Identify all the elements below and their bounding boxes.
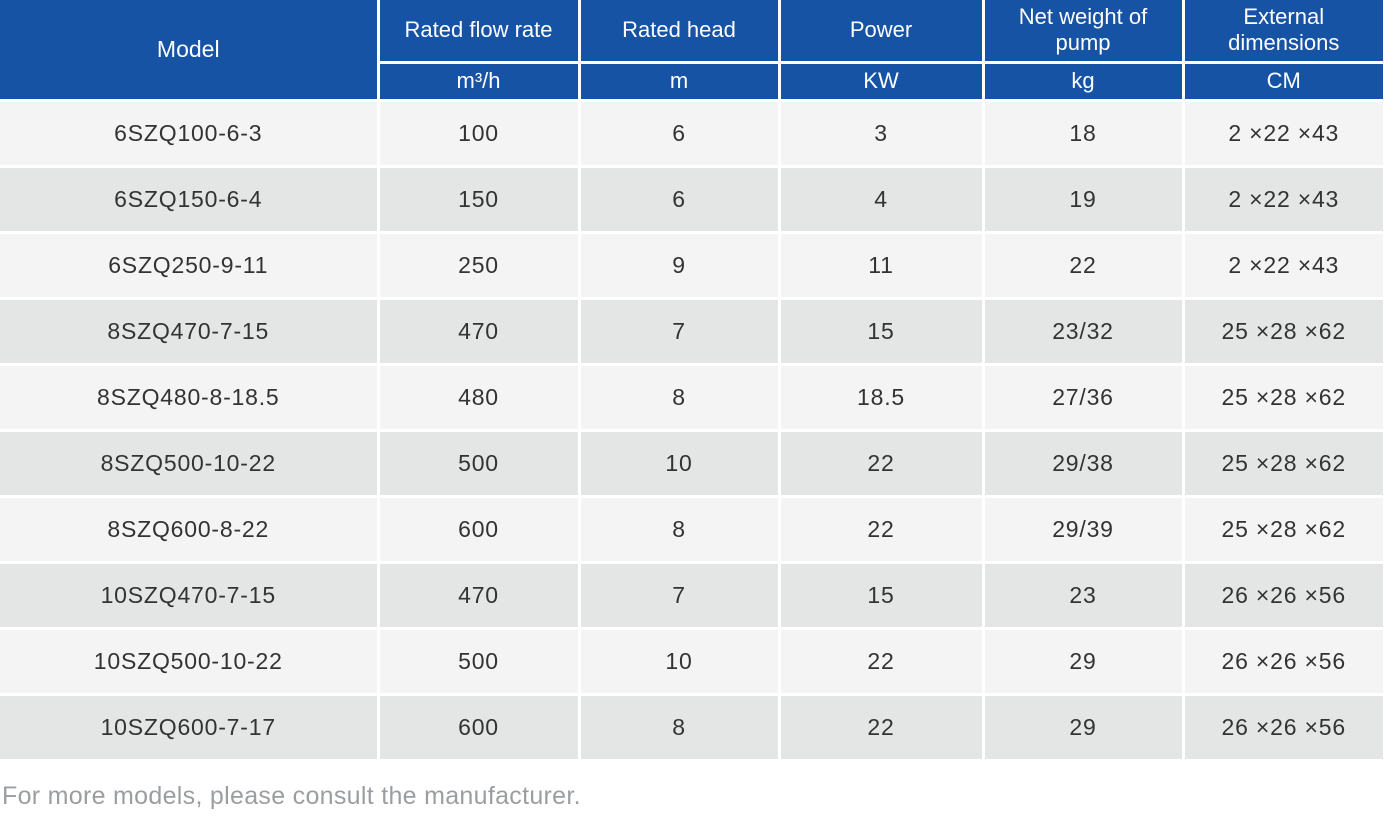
unit-external-dimensions: CM <box>1181 60 1383 102</box>
model-cell: 10SZQ600-7-17 <box>0 692 380 762</box>
value-cell: 23 <box>981 560 1185 630</box>
col-header-rated-flow-rate: Rated flow rate <box>376 0 581 64</box>
value-cell: 500 <box>376 626 581 696</box>
value-cell: 10 <box>577 626 781 696</box>
value-cell: 3 <box>777 100 985 168</box>
value-cell: 2 ×22 ×43 <box>1181 100 1383 168</box>
table-row: 10SZQ500-10-22 500 10 22 29 26 ×26 ×56 <box>0 626 1383 696</box>
value-cell: 8 <box>577 692 781 762</box>
value-cell: 22 <box>777 692 985 762</box>
model-cell: 8SZQ470-7-15 <box>0 296 380 366</box>
model-cell: 10SZQ500-10-22 <box>0 626 380 696</box>
value-cell: 470 <box>376 560 581 630</box>
value-cell: 470 <box>376 296 581 366</box>
table-row: 6SZQ250-9-11 250 9 11 22 2 ×22 ×43 <box>0 230 1383 300</box>
value-cell: 7 <box>577 296 781 366</box>
value-cell: 26 ×26 ×56 <box>1181 692 1383 762</box>
table-body: 6SZQ100-6-3 100 6 3 18 2 ×22 ×43 6SZQ150-6-4 15… <box>0 100 1383 762</box>
value-cell: 2 ×22 ×43 <box>1181 164 1383 234</box>
value-cell: 2 ×22 ×43 <box>1181 230 1383 300</box>
value-cell: 150 <box>376 164 581 234</box>
value-cell: 100 <box>376 100 581 168</box>
value-cell: 25 ×28 ×62 <box>1181 494 1383 564</box>
value-cell: 25 ×28 ×62 <box>1181 296 1383 366</box>
table-row: 10SZQ600-7-17 600 8 22 29 26 ×26 ×56 <box>0 692 1383 762</box>
col-header-power: Power <box>777 0 985 64</box>
value-cell: 22 <box>777 626 985 696</box>
model-cell: 8SZQ500-10-22 <box>0 428 380 498</box>
value-cell: 6 <box>577 164 781 234</box>
pump-spec-table: Model Rated flow rate Rated head Power N… <box>0 0 1383 762</box>
value-cell: 6 <box>577 100 781 168</box>
value-cell: 250 <box>376 230 581 300</box>
table-header: Model Rated flow rate Rated head Power N… <box>0 0 1383 102</box>
value-cell: 480 <box>376 362 581 432</box>
model-cell: 8SZQ480-8-18.5 <box>0 362 380 432</box>
model-cell: 8SZQ600-8-22 <box>0 494 380 564</box>
footer-note: For more models, please consult the manu… <box>2 781 581 810</box>
value-cell: 25 ×28 ×62 <box>1181 428 1383 498</box>
value-cell: 26 ×26 ×56 <box>1181 626 1383 696</box>
model-cell: 6SZQ100-6-3 <box>0 100 380 168</box>
value-cell: 29 <box>981 692 1185 762</box>
model-cell: 6SZQ150-6-4 <box>0 164 380 234</box>
model-cell: 10SZQ470-7-15 <box>0 560 380 630</box>
unit-rated-head: m <box>577 60 781 102</box>
table-row: 8SZQ500-10-22 500 10 22 29/38 25 ×28 ×62 <box>0 428 1383 498</box>
unit-net-weight: kg <box>981 60 1185 102</box>
value-cell: 8 <box>577 494 781 564</box>
unit-power: KW <box>777 60 985 102</box>
unit-rated-flow-rate: m³/h <box>378 60 581 102</box>
value-cell: 11 <box>777 230 985 300</box>
value-cell: 4 <box>777 164 985 234</box>
table-row: 8SZQ470-7-15 470 7 15 23/32 25 ×28 ×62 <box>0 296 1383 366</box>
table-row: 10SZQ470-7-15 470 7 15 23 26 ×26 ×56 <box>0 560 1383 630</box>
value-cell: 22 <box>777 494 985 564</box>
value-cell: 15 <box>777 560 985 630</box>
value-cell: 18.5 <box>777 362 985 432</box>
table-row: 6SZQ150-6-4 150 6 4 19 2 ×22 ×43 <box>0 164 1383 234</box>
value-cell: 7 <box>577 560 781 630</box>
value-cell: 27/36 <box>981 362 1185 432</box>
value-cell: 8 <box>577 362 781 432</box>
col-header-rated-head: Rated head <box>577 0 781 64</box>
value-cell: 9 <box>577 230 781 300</box>
value-cell: 18 <box>981 100 1185 168</box>
col-header-external-dimensions: External dimensions <box>1181 0 1383 64</box>
value-cell: 29/38 <box>981 428 1185 498</box>
value-cell: 22 <box>777 428 985 498</box>
value-cell: 19 <box>981 164 1185 234</box>
table-row: 8SZQ600-8-22 600 8 22 29/39 25 ×28 ×62 <box>0 494 1383 564</box>
value-cell: 25 ×28 ×62 <box>1181 362 1383 432</box>
value-cell: 29 <box>981 626 1185 696</box>
value-cell: 29/39 <box>981 494 1185 564</box>
value-cell: 600 <box>376 494 581 564</box>
value-cell: 22 <box>981 230 1185 300</box>
value-cell: 10 <box>577 428 781 498</box>
value-cell: 26 ×26 ×56 <box>1181 560 1383 630</box>
col-header-model: Model <box>0 0 380 102</box>
model-cell: 6SZQ250-9-11 <box>0 230 380 300</box>
value-cell: 15 <box>777 296 985 366</box>
table-row: 8SZQ480-8-18.5 480 8 18.5 27/36 25 ×28 ×62 <box>0 362 1383 432</box>
value-cell: 500 <box>376 428 581 498</box>
table-row: 6SZQ100-6-3 100 6 3 18 2 ×22 ×43 <box>0 100 1383 168</box>
header-unit-row: m³/h m KW kg CM <box>0 60 1383 102</box>
header-label-row: Model Rated flow rate Rated head Power N… <box>0 0 1383 102</box>
value-cell: 600 <box>376 692 581 762</box>
col-header-net-weight: Net weight of pump <box>981 0 1185 64</box>
value-cell: 23/32 <box>981 296 1185 366</box>
